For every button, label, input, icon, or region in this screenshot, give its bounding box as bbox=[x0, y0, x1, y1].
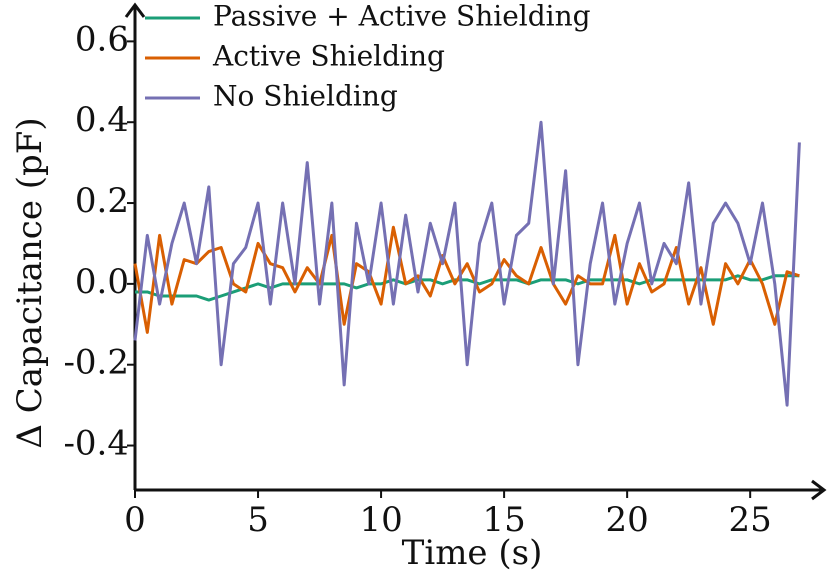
x-tick-label: 0 bbox=[124, 500, 146, 540]
series-line bbox=[133, 120, 801, 407]
y-axis-arrow bbox=[124, 2, 146, 18]
y-tick-label: 0.4 bbox=[75, 100, 129, 140]
x-axis-arrow bbox=[811, 479, 827, 501]
y-tick-label: -0.4 bbox=[63, 424, 129, 464]
x-tick-label: 25 bbox=[729, 500, 772, 540]
y-tick-label: 0.2 bbox=[75, 181, 129, 221]
y-tick-label: 0.0 bbox=[75, 262, 129, 302]
x-tick-label: 5 bbox=[247, 500, 269, 540]
y-axis-label: Δ Capacitance (pF) bbox=[10, 117, 50, 448]
x-tick-label: 15 bbox=[482, 500, 525, 540]
legend-label: Active Shielding bbox=[212, 40, 445, 73]
legend-label: No Shielding bbox=[213, 80, 398, 113]
legend-label: Passive + Active Shielding bbox=[213, 0, 591, 33]
x-tick-label: 20 bbox=[606, 500, 649, 540]
y-tick-label: -0.2 bbox=[63, 343, 129, 383]
x-axis-label: Time (s) bbox=[402, 533, 543, 573]
x-tick-label: 10 bbox=[359, 500, 402, 540]
series-line bbox=[133, 225, 800, 334]
y-tick-label: 0.6 bbox=[75, 19, 129, 59]
